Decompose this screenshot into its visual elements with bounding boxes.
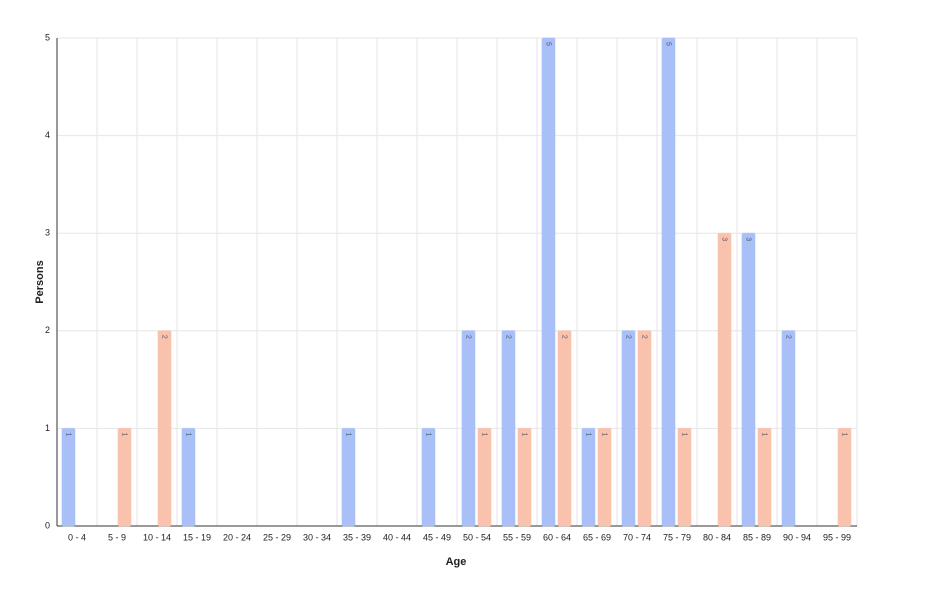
bar [661, 37, 676, 527]
bar-value-label: 1 [841, 432, 848, 436]
bar-value-label: 2 [161, 335, 168, 339]
bar [61, 427, 76, 527]
x-tick-label: 75 - 79 [663, 532, 691, 542]
bar [741, 232, 756, 527]
bar-value-label: 2 [561, 335, 568, 339]
bar [581, 427, 596, 527]
bar-value-label: 3 [745, 237, 752, 241]
y-axis-label: Persons [34, 260, 46, 303]
x-tick-label: 0 - 4 [68, 532, 86, 542]
bar-value-label: 2 [785, 335, 792, 339]
x-tick-label: 70 - 74 [623, 532, 651, 542]
bar [477, 427, 492, 527]
bar [541, 37, 556, 527]
x-tick-label: 20 - 24 [223, 532, 251, 542]
bar [341, 427, 356, 527]
bar-value-label: 2 [625, 335, 632, 339]
bar-value-label: 5 [665, 42, 672, 46]
y-tick-label: 1 [45, 423, 50, 433]
bar [557, 330, 572, 527]
y-tick-label: 5 [45, 32, 50, 42]
bar-value-label: 1 [601, 432, 608, 436]
y-tick-label: 3 [45, 228, 50, 238]
x-tick-label: 90 - 94 [783, 532, 811, 542]
x-tick-label: 55 - 59 [503, 532, 531, 542]
x-tick-label: 60 - 64 [543, 532, 571, 542]
x-tick-label: 35 - 39 [343, 532, 371, 542]
y-tick-label: 0 [45, 520, 50, 530]
bar [181, 427, 196, 527]
x-tick-label: 65 - 69 [583, 532, 611, 542]
x-axis-label: Age [446, 556, 467, 568]
x-tick-label: 50 - 54 [463, 532, 491, 542]
bar [157, 330, 172, 527]
x-tick-label: 45 - 49 [423, 532, 451, 542]
bar-value-label: 1 [481, 432, 488, 436]
bar-value-label: 1 [345, 432, 352, 436]
x-tick-label: 10 - 14 [143, 532, 171, 542]
bar-value-label: 2 [641, 335, 648, 339]
bar-value-label: 1 [425, 432, 432, 436]
bar [461, 330, 476, 527]
bar [597, 427, 612, 527]
x-tick-label: 80 - 84 [703, 532, 731, 542]
y-tick-label: 4 [45, 130, 50, 140]
bar-value-label: 2 [505, 335, 512, 339]
bar [677, 427, 692, 527]
y-tick-label: 2 [45, 325, 50, 335]
bar-value-label: 1 [521, 432, 528, 436]
bar-value-label: 1 [185, 432, 192, 436]
bar-value-label: 2 [465, 335, 472, 339]
bar [637, 330, 652, 527]
x-tick-label: 40 - 44 [383, 532, 411, 542]
bar-value-label: 1 [585, 432, 592, 436]
x-tick-label: 25 - 29 [263, 532, 291, 542]
bar [517, 427, 532, 527]
bar-value-label: 5 [545, 42, 552, 46]
bar [837, 427, 852, 527]
bar [501, 330, 516, 527]
bar-value-label: 1 [681, 432, 688, 436]
x-tick-label: 30 - 34 [303, 532, 331, 542]
x-tick-label: 95 - 99 [823, 532, 851, 542]
bar-value-label: 1 [65, 432, 72, 436]
bar [621, 330, 636, 527]
bar [421, 427, 436, 527]
bar [781, 330, 796, 527]
x-tick-label: 5 - 9 [108, 532, 126, 542]
bar-value-label: 1 [761, 432, 768, 436]
bar-value-label: 1 [121, 432, 128, 436]
bar [717, 232, 732, 527]
bar [757, 427, 772, 527]
bar-value-label: 3 [721, 237, 728, 241]
bar [117, 427, 132, 527]
x-tick-label: 85 - 89 [743, 532, 771, 542]
x-tick-label: 15 - 19 [183, 532, 211, 542]
